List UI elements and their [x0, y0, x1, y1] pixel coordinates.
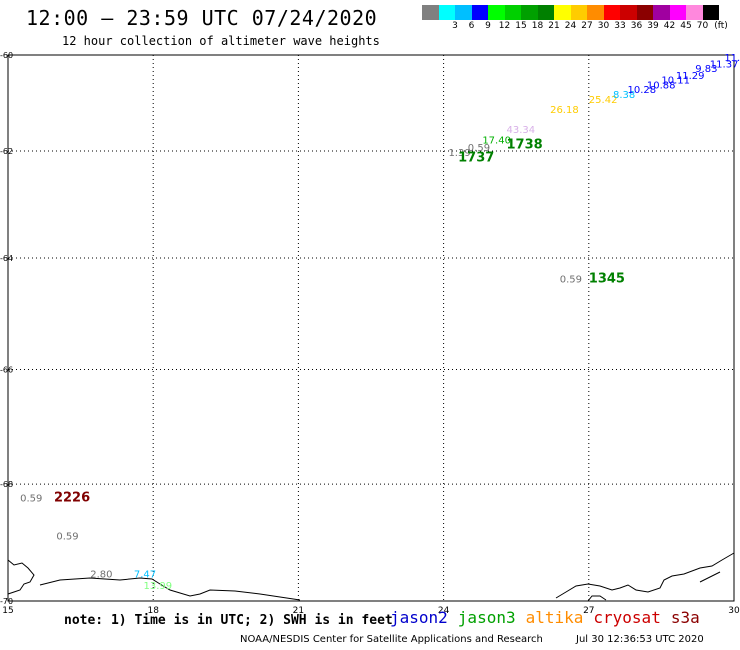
colorbar-tick-label: 21 — [548, 21, 560, 31]
wave-height-value: 26.18 — [550, 105, 579, 116]
legend-entry-s3a: s3a — [670, 608, 700, 627]
colorbar-swatch — [636, 5, 653, 20]
map-frame — [7, 54, 735, 602]
colorbar-tick-label: 12 — [498, 21, 511, 31]
footer-note: note: 1) Time is in UTC; 2) SWH is in fe… — [64, 613, 393, 628]
wave-height-value: 1.39 — [448, 148, 470, 159]
wave-height-value: 43.34 — [507, 125, 536, 136]
coastline-left — [7, 559, 301, 601]
colorbar-tick-label: 36 — [630, 21, 643, 31]
colorbar-tick-label: 45 — [680, 21, 692, 31]
pass-time-label: 2226 — [54, 490, 90, 505]
generated-timestamp: Jul 30 12:36:53 UTC 2020 — [576, 634, 704, 645]
wave-height-value: 8.38 — [613, 90, 635, 101]
gridlines — [8, 55, 734, 601]
colorbar-tick-label: 24 — [564, 21, 577, 31]
y-tick-label: -60 — [0, 51, 13, 60]
colorbar-swatch — [438, 5, 455, 20]
colorbar-swatch — [488, 5, 505, 20]
wave-height-value: 10.28 — [628, 85, 657, 96]
coastline-right — [555, 552, 735, 599]
colorbar-swatch — [570, 5, 587, 20]
colorbar-tick-label: 18 — [531, 21, 544, 31]
colorbar-swatch — [422, 5, 439, 20]
colorbar-tick-label: 42 — [663, 21, 676, 31]
colorbar-unit: (ft) — [714, 21, 728, 31]
wave-height-value: 0.59 — [560, 275, 582, 286]
wave-height-value: 11.2 — [724, 53, 740, 64]
x-tick-label: 27 — [583, 606, 594, 616]
colorbar-swatch — [504, 5, 521, 20]
y-tick-label: -70 — [0, 597, 13, 606]
colorbar-swatch — [537, 5, 554, 20]
colorbar-tick-label: 3 — [452, 21, 458, 31]
colorbar-swatch — [702, 5, 719, 20]
colorbar-tick-label: 33 — [614, 21, 626, 31]
coastline-right-inlet — [587, 595, 607, 602]
legend-entry-jason2: jason2 — [390, 608, 448, 627]
map-title: 12:00 — 23:59 UTC 07/24/2020 — [26, 6, 378, 30]
credit-line: NOAA/NESDIS Center for Satellite Applica… — [240, 634, 543, 645]
axis-tick-labels: 15 18 21 24 27 30 -60 -62 -64 -66 -68 -70 — [0, 51, 740, 616]
x-tick-label: 24 — [438, 606, 450, 616]
colorbar-swatch — [554, 5, 571, 20]
wave-height-value: 10.11 — [661, 76, 690, 87]
wave-height-colorbar — [422, 5, 719, 20]
wave-height-value: 0.59 — [468, 143, 490, 154]
x-tick-label: 21 — [293, 606, 304, 616]
wave-height-value: 25.42 — [589, 95, 618, 106]
colorbar-tick-label: 15 — [515, 21, 527, 31]
colorbar-swatch — [471, 5, 488, 20]
colorbar-swatch — [455, 5, 472, 20]
wave-height-value: 7.47 — [134, 569, 156, 580]
y-tick-label: -66 — [0, 365, 13, 374]
wave-height-value: 13.99 — [144, 581, 173, 592]
y-tick-label: -62 — [0, 147, 13, 156]
colorbar-tick-label: 27 — [581, 21, 593, 31]
colorbar-swatch — [686, 5, 703, 20]
wave-height-value: 17.40 — [482, 135, 511, 146]
pass-time-label: 1345 — [589, 272, 625, 287]
colorbar-swatch — [669, 5, 686, 20]
colorbar-swatch — [587, 5, 604, 20]
legend-entry-cryosat: cryosat — [593, 608, 661, 627]
colorbar-tick-label: 9 — [485, 21, 491, 31]
colorbar-tick-label: 30 — [597, 21, 610, 31]
colorbar-tick-label: 39 — [647, 21, 659, 31]
wave-height-value: 11.29 — [676, 71, 705, 82]
wave-height-value: 9.83 — [695, 64, 717, 75]
legend-entry-jason3: jason3 — [457, 608, 516, 627]
pass-time-label: 1737 — [458, 150, 494, 165]
colorbar-swatch — [603, 5, 620, 20]
y-tick-label: -68 — [0, 480, 13, 489]
wave-height-value: 10.88 — [647, 80, 676, 91]
observation-labels: 1.390.5917.4043.3426.1825.428.3810.2810.… — [20, 53, 740, 592]
colorbar-tick-label: 70 — [696, 21, 709, 31]
x-tick-label: 15 — [2, 606, 13, 616]
satellite-legend: jason2 jason3 altika cryosat s3a — [390, 608, 710, 627]
wave-height-value: 0.59 — [20, 493, 42, 504]
map-subtitle: 12 hour collection of altimeter wave hei… — [62, 34, 380, 48]
wave-height-value: 11.37 — [710, 59, 739, 70]
x-tick-label: 18 — [147, 606, 159, 616]
colorbar-swatch — [653, 5, 670, 20]
colorbar-labels: 3 6 9 12 15 18 21 24 27 30 33 36 39 42 45 70 (ft) — [422, 21, 740, 35]
pass-time-label: 1738 — [507, 137, 543, 152]
colorbar-swatch — [620, 5, 637, 20]
colorbar-swatch — [521, 5, 538, 20]
colorbar-tick-label: 6 — [468, 21, 475, 31]
y-tick-label: -64 — [0, 254, 13, 263]
wave-height-value: 2.80 — [90, 569, 112, 580]
wave-height-value: 0.59 — [56, 531, 78, 542]
legend-entry-altika: altika — [525, 608, 584, 627]
x-tick-label: 30 — [728, 606, 740, 616]
